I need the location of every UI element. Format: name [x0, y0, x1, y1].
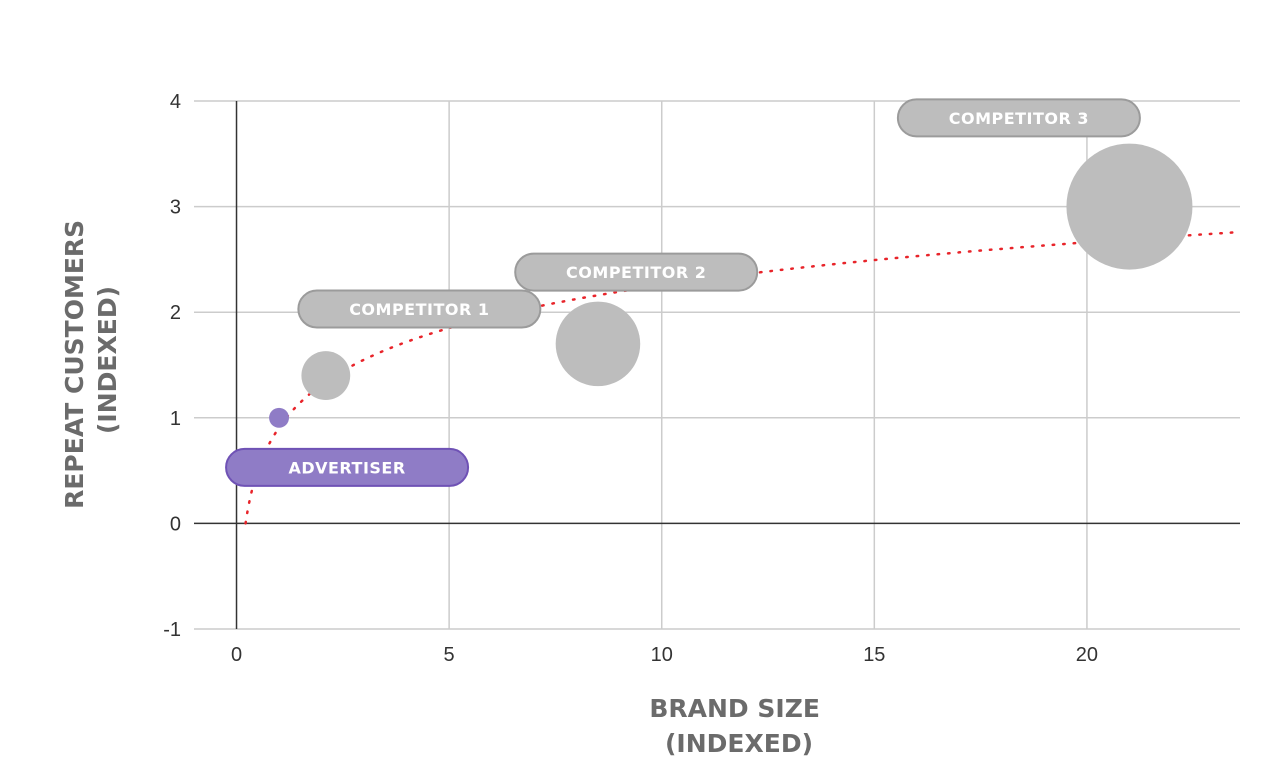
tick-labels: -1 0 1 2 3 4 0 5 10 15 20: [163, 91, 1098, 666]
x-tick-label: 20: [1076, 644, 1098, 666]
y-tick-label: 4: [170, 91, 181, 113]
label-pill: [896, 98, 1141, 138]
trendline-layer: [244, 230, 1242, 525]
y-tick-label: 0: [170, 513, 181, 535]
x-tick-label: 15: [863, 644, 885, 666]
bubble-competitor-3: [1066, 143, 1193, 270]
label-text: ADVERTISER: [288, 458, 405, 477]
y-axis-title-line-1: REPEAT CUSTOMERS: [60, 220, 89, 509]
bubbles: [269, 143, 1193, 428]
y-tick-label: 1: [170, 408, 181, 430]
label-pill: [297, 289, 542, 329]
x-axis-title-line-1: BRAND SIZE: [649, 694, 820, 723]
bubble-competitor-2: [555, 301, 641, 387]
label-competitor-2: COMPETITOR 2: [514, 252, 759, 292]
y-tick-label: 2: [170, 302, 181, 324]
x-tick-label: 5: [444, 644, 455, 666]
bubble-labels: ADVERTISER COMPETITOR 1 COMPETITOR 2 COMPET…: [225, 98, 1141, 487]
x-axis-title-line-2: (INDEXED): [665, 729, 813, 758]
y-axis-title-line-2: (INDEXED): [93, 286, 122, 434]
label-text: COMPETITOR 3: [949, 109, 1089, 128]
label-text: COMPETITOR 2: [566, 263, 706, 282]
label-text: COMPETITOR 1: [349, 300, 489, 319]
y-axis-title: REPEAT CUSTOMERS (INDEXED): [60, 211, 122, 509]
bubble-advertiser: [269, 407, 290, 428]
label-advertiser: ADVERTISER: [225, 447, 470, 487]
label-pill: [514, 252, 759, 292]
x-tick-label: 0: [231, 644, 242, 666]
y-tick-label: 3: [170, 197, 181, 219]
bubble-competitor-1: [301, 351, 351, 400]
x-axis-title: BRAND SIZE (INDEXED): [649, 694, 828, 758]
label-competitor-3: COMPETITOR 3: [896, 98, 1141, 138]
x-tick-label: 10: [651, 644, 673, 666]
trendline: [244, 230, 1242, 525]
label-competitor-1: COMPETITOR 1: [297, 289, 542, 329]
label-pill: [225, 447, 470, 487]
y-tick-label: -1: [163, 619, 181, 641]
axes: [194, 101, 1240, 629]
